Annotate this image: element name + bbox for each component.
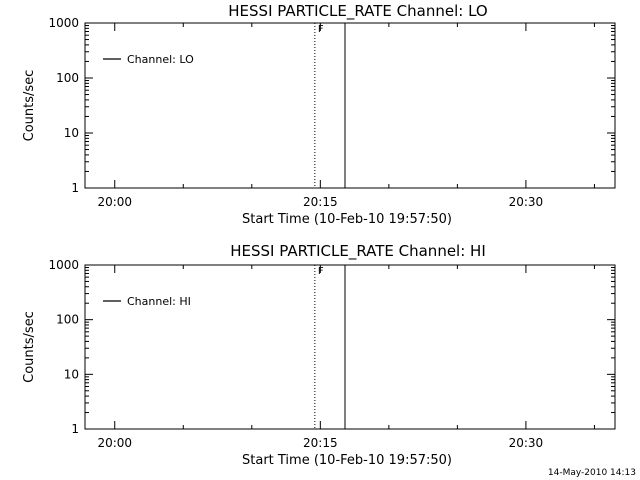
x-axis-label-0: Start Time (10-Feb-10 19:57:50) (242, 212, 452, 227)
y-axis-label-0: Counts/sec (22, 70, 37, 142)
legend-label-1: Channel: HI (127, 295, 191, 308)
y-tick-label-1: 1 (71, 422, 79, 436)
plot-frame-1 (84, 264, 616, 430)
x-tick-label-1: 20:15 (303, 436, 338, 450)
y-tick-label-0: 1000 (48, 16, 79, 30)
x-tick-label-0: 20:15 (303, 195, 338, 209)
event-marker-label-1: F (318, 266, 324, 277)
y-tick-label-1: 1000 (48, 258, 79, 272)
event-marker-label-0: F (318, 24, 324, 35)
x-tick-label-1: 20:00 (97, 436, 132, 450)
y-tick-label-0: 100 (56, 71, 79, 85)
legend-label-0: Channel: LO (127, 53, 194, 66)
y-axis-label-1: Counts/sec (22, 311, 37, 383)
chart-title-1: HESSI PARTICLE_RATE Channel: HI (230, 242, 486, 261)
y-tick-label-0: 10 (64, 126, 79, 140)
y-tick-label-0: 1 (71, 181, 79, 195)
x-axis-label-1: Start Time (10-Feb-10 19:57:50) (242, 453, 452, 468)
chart-title-0: HESSI PARTICLE_RATE Channel: LO (228, 2, 487, 21)
x-tick-label-0: 20:00 (97, 195, 132, 209)
x-tick-label-1: 20:30 (509, 436, 544, 450)
plot-frame-0 (84, 22, 616, 189)
y-tick-label-1: 100 (56, 313, 79, 327)
y-tick-label-1: 10 (64, 367, 79, 381)
x-tick-label-0: 20:30 (509, 195, 544, 209)
footer-timestamp: 14-May-2010 14:13 (548, 468, 636, 478)
